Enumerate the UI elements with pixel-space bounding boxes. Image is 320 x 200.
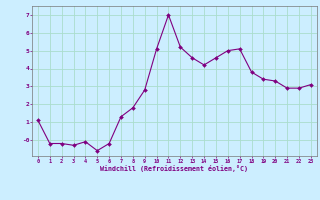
X-axis label: Windchill (Refroidissement éolien,°C): Windchill (Refroidissement éolien,°C) — [100, 165, 248, 172]
